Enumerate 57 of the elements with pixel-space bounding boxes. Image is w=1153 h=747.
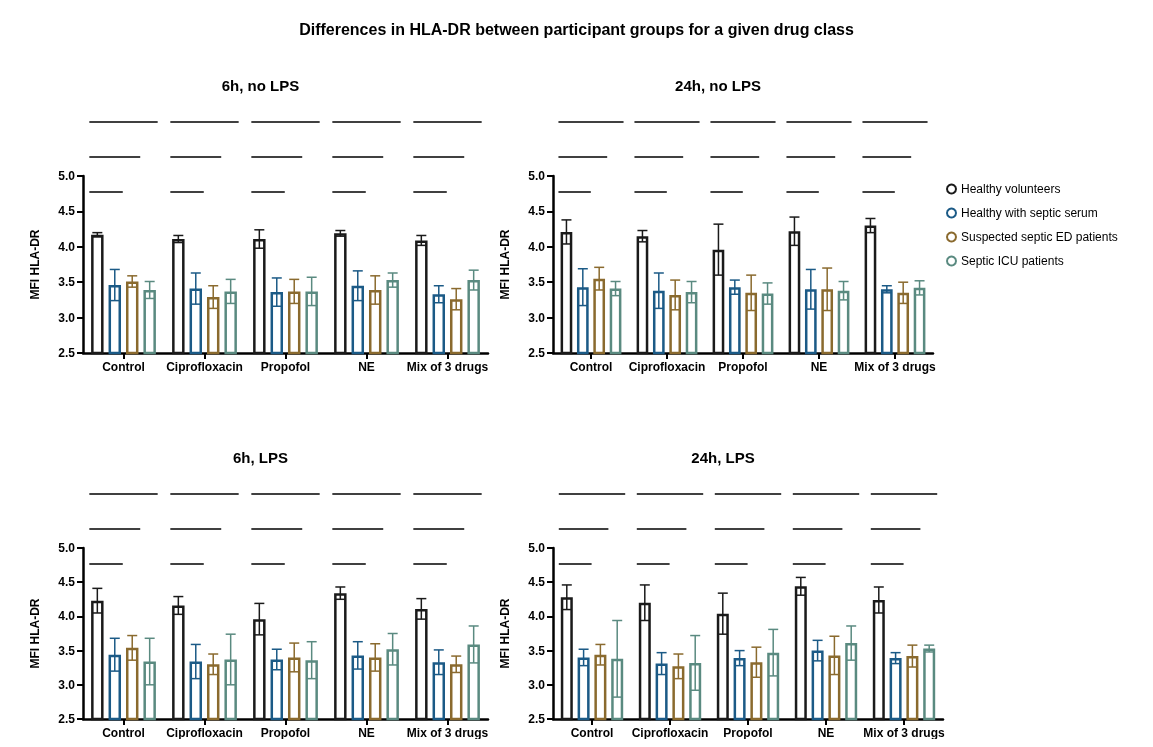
x-tick-label: Ciprofloxacin bbox=[166, 726, 243, 740]
y-axis-title: MFI HLA-DR bbox=[28, 598, 42, 669]
x-tick-label: Control bbox=[102, 360, 145, 374]
x-tick-label: Ciprofloxacin bbox=[166, 360, 243, 374]
y-axis-title: MFI HLA-DR bbox=[498, 229, 512, 300]
y-tick-label: 3.5 bbox=[528, 275, 546, 290]
y-tick-label: 4.0 bbox=[528, 609, 546, 624]
x-tick-label: Propofol bbox=[718, 360, 768, 374]
y-tick-label: 5.0 bbox=[528, 169, 546, 183]
x-tick-label: Mix of 3 drugs bbox=[406, 726, 489, 740]
x-tick-label: Mix of 3 drugs bbox=[406, 360, 489, 374]
y-tick-label: 3.5 bbox=[528, 643, 546, 658]
x-tick-label: Mix of 3 drugs bbox=[854, 360, 936, 374]
x-tick-label: Propofol bbox=[260, 360, 311, 374]
y-axis-title: MFI HLA-DR bbox=[498, 598, 512, 669]
legend-label: Suspected septic ED patients bbox=[961, 230, 1118, 244]
y-tick-label: 4.5 bbox=[528, 575, 546, 590]
y-tick-label: 4.0 bbox=[528, 239, 546, 254]
x-tick-label: Ciprofloxacin bbox=[631, 726, 709, 740]
y-tick-label: 4.5 bbox=[58, 575, 76, 590]
x-tick-label: Ciprofloxacin bbox=[628, 360, 706, 374]
chart-title: 6h, LPS bbox=[232, 449, 289, 466]
legend-label: Healthy with septic serum bbox=[961, 206, 1098, 220]
y-tick-label: 5.0 bbox=[528, 541, 546, 555]
y-tick-label: 3.5 bbox=[58, 643, 76, 658]
x-tick-label: Mix of 3 drugs bbox=[863, 726, 945, 740]
y-tick-label: 5.0 bbox=[58, 169, 76, 183]
y-tick-label: 2.5 bbox=[58, 346, 76, 360]
y-tick-label: 2.5 bbox=[58, 712, 76, 726]
text: Differences in HLA-DR between participant groups for a given drug class bbox=[299, 20, 854, 38]
y-tick-label: 4.0 bbox=[58, 239, 76, 254]
x-tick-label: Propofol bbox=[723, 726, 773, 740]
y-tick-label: 5.0 bbox=[58, 541, 76, 555]
x-tick-label: NE bbox=[810, 360, 828, 374]
y-tick-label: 4.5 bbox=[528, 204, 546, 219]
x-tick-label: Control bbox=[570, 726, 614, 740]
x-tick-label: NE bbox=[358, 726, 375, 740]
chart-title: 24h, no LPS bbox=[675, 77, 761, 94]
y-tick-label: 3.0 bbox=[58, 310, 76, 325]
y-axis-title: MFI HLA-DR bbox=[28, 229, 42, 300]
x-tick-label: NE bbox=[358, 360, 375, 374]
y-tick-label: 3.0 bbox=[528, 310, 546, 325]
x-tick-label: Control bbox=[569, 360, 613, 374]
chart-title: 6h, no LPS bbox=[221, 77, 300, 94]
y-tick-label: 2.5 bbox=[528, 346, 546, 360]
legend-label: Septic ICU patients bbox=[961, 254, 1064, 268]
x-tick-label: NE bbox=[817, 726, 835, 740]
legend-label: Healthy volunteers bbox=[961, 182, 1061, 196]
y-tick-label: 3.5 bbox=[58, 275, 76, 290]
y-tick-label: 4.5 bbox=[58, 204, 76, 219]
y-tick-label: 4.0 bbox=[58, 609, 76, 624]
y-tick-label: 3.0 bbox=[58, 677, 76, 692]
x-tick-label: Propofol bbox=[260, 726, 311, 740]
y-tick-label: 2.5 bbox=[528, 712, 546, 726]
y-tick-label: 3.0 bbox=[528, 677, 546, 692]
chart-title: 24h, LPS bbox=[691, 449, 755, 466]
x-tick-label: Control bbox=[102, 726, 145, 740]
